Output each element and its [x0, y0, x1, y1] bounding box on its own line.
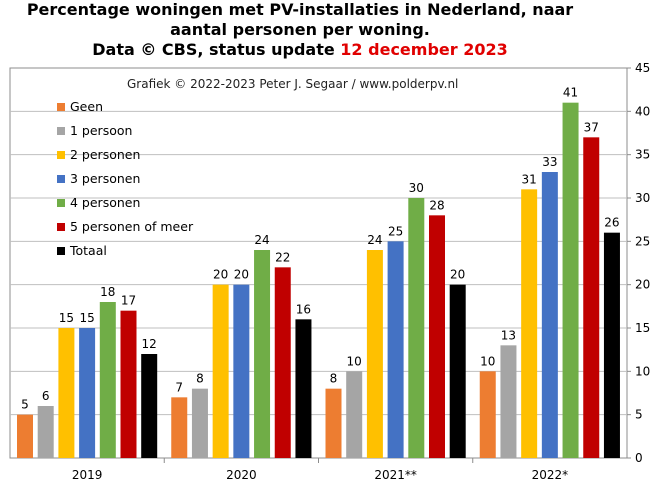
- legend-swatch: [57, 175, 65, 183]
- legend-label: Geen: [70, 99, 103, 114]
- data-label: 18: [100, 285, 115, 299]
- legend-label: Totaal: [69, 243, 107, 258]
- y-tick-label: 45: [635, 61, 650, 75]
- bar: [171, 397, 188, 458]
- bar: [212, 284, 229, 458]
- data-label: 33: [542, 155, 557, 169]
- data-label: 10: [347, 354, 362, 368]
- legend-label: 5 personen of meer: [70, 219, 194, 234]
- data-label: 31: [522, 172, 537, 186]
- bar: [191, 388, 208, 458]
- legend-swatch: [57, 103, 65, 111]
- legend-swatch: [57, 247, 65, 255]
- data-label: 13: [501, 328, 516, 342]
- bar: [603, 232, 620, 458]
- data-label: 20: [234, 268, 249, 282]
- chart-annotation: Grafiek © 2022-2023 Peter J. Segaar / ww…: [127, 77, 458, 91]
- bar: [366, 250, 383, 458]
- bar: [120, 310, 137, 458]
- data-label: 25: [388, 224, 403, 238]
- bar: [295, 319, 312, 458]
- bar: [429, 215, 445, 458]
- chart-title-prefix: Data © CBS, status update: [92, 40, 341, 59]
- bar: [449, 284, 466, 458]
- y-tick-label: 25: [635, 234, 650, 248]
- bar: [408, 198, 425, 458]
- legend-swatch: [57, 127, 65, 135]
- data-label: 37: [584, 120, 599, 134]
- data-label: 6: [42, 389, 50, 403]
- x-category-label: 2021**: [374, 468, 417, 482]
- chart-title-line-2: aantal personen per woning.: [170, 20, 430, 39]
- data-label: 24: [367, 233, 382, 247]
- data-label: 16: [296, 302, 311, 316]
- y-tick-label: 15: [635, 321, 650, 335]
- bar: [17, 414, 33, 458]
- data-label: 30: [409, 181, 424, 195]
- y-tick-label: 10: [635, 364, 650, 378]
- x-category-label: 2022*: [532, 468, 569, 482]
- data-label: 15: [79, 311, 94, 325]
- data-label: 20: [450, 268, 465, 282]
- chart-title-date: 12 december 2023: [340, 40, 508, 59]
- data-label: 7: [175, 380, 183, 394]
- data-label: 26: [604, 216, 619, 230]
- legend-label: 1 persoon: [70, 123, 132, 138]
- bar: [254, 250, 271, 458]
- y-tick-label: 5: [635, 408, 643, 422]
- bar: [141, 354, 158, 458]
- legend-label: 4 personen: [70, 195, 140, 210]
- data-label: 22: [275, 250, 290, 264]
- bar: [79, 328, 96, 458]
- data-label: 10: [480, 354, 495, 368]
- data-label: 15: [59, 311, 74, 325]
- y-tick-label: 40: [635, 104, 650, 118]
- bar: [562, 102, 579, 459]
- bar: [583, 137, 600, 459]
- x-category-label: 2020: [226, 468, 257, 482]
- data-label: 28: [429, 198, 444, 212]
- legend-swatch: [57, 223, 65, 231]
- legend-label: 3 personen: [70, 171, 140, 186]
- data-label: 41: [563, 86, 578, 100]
- bar: [387, 241, 404, 458]
- y-tick-label: 30: [635, 191, 650, 205]
- data-label: 8: [196, 372, 204, 386]
- bar: [346, 371, 363, 458]
- x-category-label: 2019: [72, 468, 103, 482]
- bar: [233, 284, 250, 458]
- data-label: 5: [21, 398, 29, 412]
- bar: [274, 267, 291, 458]
- bar: [479, 371, 496, 458]
- data-label: 24: [254, 233, 269, 247]
- chart-title-line-1: Percentage woningen met PV-installaties …: [26, 0, 574, 19]
- bar: [541, 172, 558, 458]
- bar: [521, 189, 538, 459]
- bar: [37, 406, 54, 458]
- legend-swatch: [57, 151, 65, 159]
- legend-label: 2 personen: [70, 147, 140, 162]
- chart-title-line-3: Data © CBS, status update 12 december 20…: [0, 40, 600, 60]
- data-label: 8: [330, 372, 338, 386]
- y-tick-label: 0: [635, 451, 643, 465]
- bar: [325, 388, 342, 458]
- data-label: 17: [121, 294, 136, 308]
- data-label: 20: [213, 268, 228, 282]
- bar: [58, 328, 75, 458]
- legend-swatch: [57, 199, 65, 207]
- y-tick-label: 35: [635, 148, 650, 162]
- bar: [99, 302, 116, 458]
- bar: [500, 345, 517, 458]
- data-label: 12: [142, 337, 157, 351]
- y-tick-label: 20: [635, 278, 650, 292]
